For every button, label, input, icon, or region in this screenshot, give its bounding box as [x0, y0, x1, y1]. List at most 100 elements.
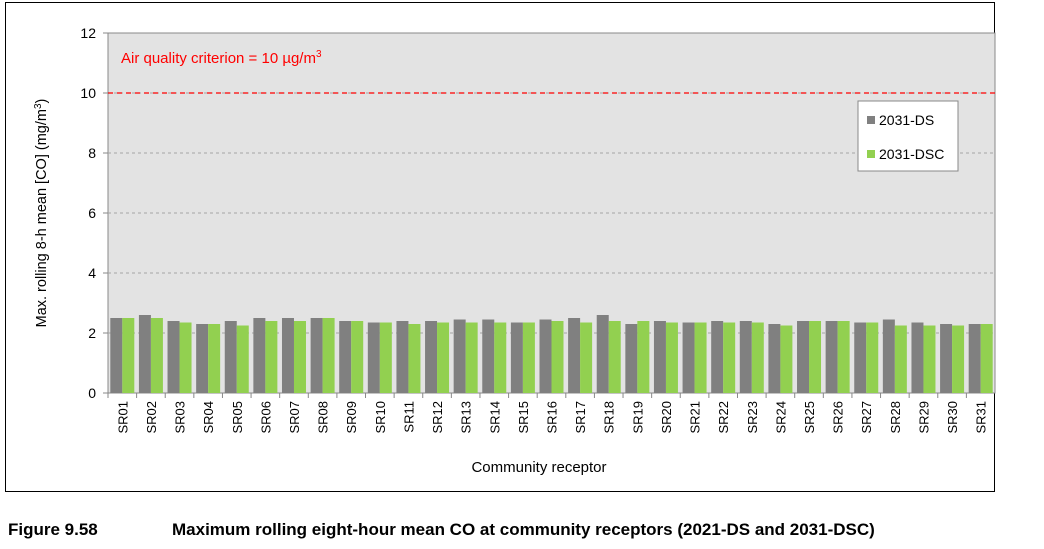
bar-sr18-2031-ds [596, 315, 609, 393]
bar-sr25-2031-dsc [809, 321, 822, 393]
x-tick-label-sr08: SR08 [316, 401, 331, 434]
x-tick-label-sr19: SR19 [630, 401, 645, 434]
bar-sr02-2031-ds [138, 315, 151, 393]
y-tick-label-8: 8 [88, 145, 96, 161]
bar-sr10-2031-dsc [379, 322, 392, 393]
bar-sr27-2031-dsc [866, 322, 879, 393]
x-tick-label-sr25: SR25 [802, 401, 817, 434]
bar-sr12-2031-dsc [437, 322, 450, 393]
bar-sr27-2031-ds [854, 322, 867, 393]
x-tick-label-sr11: SR11 [401, 401, 416, 433]
bar-sr01-2031-dsc [122, 318, 135, 393]
legend: 2031-DS 2031-DSC [857, 100, 959, 172]
bar-sr09-2031-ds [339, 321, 352, 393]
figure-caption-text: Maximum rolling eight-hour mean CO at co… [172, 520, 875, 539]
bar-sr13-2031-dsc [465, 322, 478, 393]
x-tick-label-sr28: SR28 [888, 401, 903, 434]
bar-sr26-2031-ds [825, 321, 838, 393]
x-tick-label-sr13: SR13 [459, 401, 474, 434]
bar-sr03-2031-ds [167, 321, 180, 393]
y-tick-label-4: 4 [88, 265, 96, 281]
criterion-annotation-main: Air quality criterion = 10 µg/m [121, 50, 316, 67]
bar-sr21-2031-dsc [694, 322, 707, 393]
x-axis-ticks: SR01 SR02 SR03 SR04 SR05 SR06 SR07 SR08 SR09 SR10… [107, 393, 989, 434]
x-tick-label-sr01: SR01 [115, 401, 130, 434]
bar-sr25-2031-ds [797, 321, 810, 393]
bar-sr26-2031-dsc [837, 321, 850, 393]
bar-sr31-2031-ds [968, 324, 981, 393]
bar-sr22-2031-dsc [723, 322, 736, 393]
x-tick-label-sr22: SR22 [716, 401, 731, 434]
x-tick-label-sr07: SR07 [287, 401, 302, 434]
x-tick-label-sr16: SR16 [545, 401, 560, 434]
bar-sr09-2031-dsc [351, 321, 364, 393]
bar-sr16-2031-dsc [551, 321, 564, 393]
bar-sr13-2031-ds [453, 319, 466, 393]
bar-sr04-2031-dsc [208, 324, 221, 393]
bar-sr22-2031-ds [711, 321, 724, 393]
x-tick-label-sr27: SR27 [859, 401, 874, 434]
bar-sr12-2031-ds [425, 321, 438, 393]
bar-sr30-2031-dsc [952, 325, 965, 393]
legend-swatch-2031-ds [867, 116, 875, 124]
x-tick-label-sr26: SR26 [831, 401, 846, 434]
bar-sr29-2031-ds [911, 322, 924, 393]
criterion-annotation: Air quality criterion = 10 µg/m3 [121, 49, 322, 67]
bar-sr05-2031-ds [224, 321, 237, 393]
x-tick-label-sr06: SR06 [258, 401, 273, 434]
legend-box [857, 100, 959, 172]
bar-sr04-2031-ds [196, 324, 209, 393]
bar-sr11-2031-dsc [408, 324, 421, 393]
x-tick-label-sr12: SR12 [430, 401, 445, 434]
bar-sr23-2031-ds [739, 321, 752, 393]
bar-sr18-2031-dsc [608, 321, 621, 393]
x-axis-label: Community receptor [471, 459, 606, 476]
y-tick-label-6: 6 [88, 205, 96, 221]
bar-sr15-2031-dsc [522, 322, 535, 393]
bar-sr30-2031-ds [940, 324, 953, 393]
y-axis-label-main: Max. rolling 8-h mean [CO] (mg/m [34, 109, 50, 327]
x-tick-label-sr20: SR20 [659, 401, 674, 434]
bar-sr10-2031-ds [367, 322, 380, 393]
x-tick-label-sr30: SR30 [945, 401, 960, 434]
x-tick-label-sr18: SR18 [602, 401, 617, 434]
x-tick-label-sr10: SR10 [373, 401, 388, 434]
x-tick-label-sr04: SR04 [201, 401, 216, 434]
bar-sr01-2031-ds [110, 318, 123, 393]
bars [110, 315, 993, 393]
y-tick-label-10: 10 [80, 85, 96, 101]
x-tick-label-sr02: SR02 [144, 401, 159, 434]
x-tick-label-sr15: SR15 [516, 401, 531, 434]
x-tick-label-sr31: SR31 [974, 401, 989, 434]
x-tick-label-sr24: SR24 [773, 401, 788, 434]
bar-sr23-2031-dsc [751, 322, 764, 393]
y-axis-label: Max. rolling 8-h mean [CO] (mg/m3) [33, 99, 50, 328]
x-tick-label-sr29: SR29 [916, 401, 931, 434]
bar-sr28-2031-dsc [894, 325, 907, 393]
bar-sr02-2031-dsc [150, 318, 163, 393]
y-tick-label-12: 12 [80, 25, 96, 41]
y-tick-label-0: 0 [88, 385, 96, 401]
y-axis-label-tail: ) [34, 99, 50, 104]
x-tick-label-sr17: SR17 [573, 401, 588, 434]
bar-sr20-2031-dsc [665, 322, 678, 393]
y-axis-ticks: 0 2 4 6 8 10 12 [80, 25, 108, 401]
legend-label-2031-ds: 2031-DS [879, 112, 934, 128]
x-tick-label-sr23: SR23 [745, 401, 760, 434]
bar-sr17-2031-dsc [580, 322, 593, 393]
bar-sr05-2031-dsc [236, 325, 249, 393]
bar-sr28-2031-ds [882, 319, 895, 393]
y-axis-label-sup: 3 [33, 103, 44, 109]
bar-sr14-2031-ds [482, 319, 495, 393]
bar-sr19-2031-ds [625, 324, 638, 393]
bar-sr08-2031-ds [310, 318, 323, 393]
bar-sr11-2031-ds [396, 321, 409, 393]
bar-sr15-2031-ds [510, 322, 523, 393]
bar-sr07-2031-dsc [293, 321, 306, 393]
bar-sr21-2031-ds [682, 322, 695, 393]
x-tick-label-sr14: SR14 [487, 401, 502, 434]
criterion-annotation-sup: 3 [316, 49, 322, 60]
legend-swatch-2031-dsc [867, 150, 875, 158]
bar-sr06-2031-dsc [265, 321, 278, 393]
